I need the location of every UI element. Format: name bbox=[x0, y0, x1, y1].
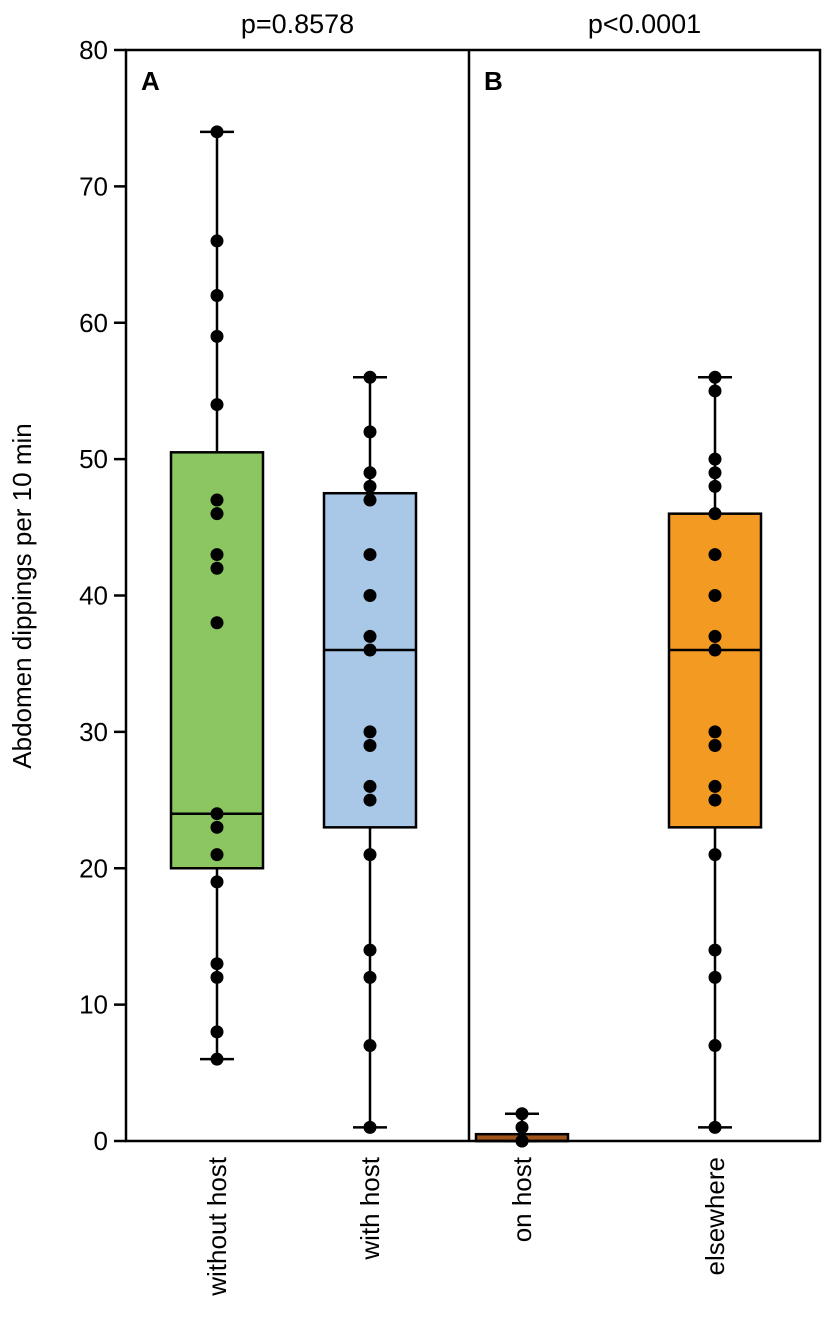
x-category-label: with host bbox=[355, 1156, 385, 1260]
data-point bbox=[210, 398, 224, 412]
data-point bbox=[363, 589, 377, 602]
data-point bbox=[210, 548, 224, 562]
data-point bbox=[210, 1025, 224, 1039]
data-point bbox=[210, 970, 224, 984]
data-point bbox=[210, 125, 224, 139]
y-tick-label: 40 bbox=[79, 581, 108, 611]
data-point bbox=[210, 875, 224, 889]
data-point bbox=[363, 548, 377, 562]
data-point bbox=[708, 739, 722, 753]
data-point bbox=[210, 807, 224, 821]
data-point bbox=[363, 466, 377, 480]
x-category-label: on host bbox=[507, 1156, 537, 1242]
panel-p-value: p<0.0001 bbox=[588, 9, 701, 39]
data-point bbox=[708, 848, 722, 862]
data-point bbox=[210, 493, 224, 507]
x-category-label: without host bbox=[202, 1156, 232, 1297]
data-point bbox=[708, 370, 722, 384]
data-point bbox=[515, 1120, 529, 1134]
data-point bbox=[708, 452, 722, 466]
data-point bbox=[708, 779, 722, 793]
y-tick-label: 10 bbox=[79, 990, 108, 1020]
y-tick-label: 20 bbox=[79, 853, 108, 883]
box bbox=[322, 491, 418, 829]
plot-area bbox=[124, 48, 822, 1148]
y-axis: 0 10 20 30 40 50 60 70 80 bbox=[79, 35, 126, 1156]
data-point bbox=[210, 288, 224, 302]
data-point bbox=[363, 739, 377, 753]
data-point bbox=[210, 820, 224, 834]
data-point bbox=[210, 1052, 224, 1066]
data-point bbox=[363, 425, 377, 439]
y-tick-label: 70 bbox=[79, 171, 108, 201]
y-tick-label: 60 bbox=[79, 308, 108, 338]
data-point bbox=[363, 370, 377, 384]
data-point bbox=[363, 479, 377, 493]
data-point bbox=[363, 629, 377, 643]
data-point bbox=[708, 793, 722, 807]
data-point bbox=[708, 970, 722, 984]
box bbox=[169, 451, 265, 870]
y-tick-label: 50 bbox=[79, 444, 108, 474]
data-point bbox=[210, 848, 224, 862]
panel-p-value: p=0.8578 bbox=[241, 9, 354, 39]
data-point bbox=[363, 725, 377, 739]
panel-letter: A bbox=[141, 66, 160, 96]
data-point bbox=[708, 943, 722, 957]
box-group bbox=[474, 1107, 570, 1148]
data-point bbox=[210, 616, 224, 630]
data-point bbox=[708, 1120, 722, 1134]
data-point bbox=[708, 479, 722, 493]
data-point bbox=[210, 234, 224, 248]
data-point bbox=[210, 507, 224, 521]
box-group bbox=[169, 125, 265, 1066]
data-point bbox=[708, 507, 722, 521]
data-point bbox=[363, 779, 377, 793]
data-point bbox=[363, 493, 377, 507]
x-category-label: elsewhere bbox=[700, 1157, 730, 1276]
data-point bbox=[363, 848, 377, 862]
box-group bbox=[667, 370, 763, 1134]
data-point bbox=[708, 725, 722, 739]
data-point bbox=[708, 466, 722, 480]
data-point bbox=[515, 1107, 529, 1121]
panel-letter: B bbox=[484, 66, 503, 96]
data-point bbox=[708, 589, 722, 602]
y-tick-label: 30 bbox=[79, 717, 108, 747]
data-point bbox=[210, 329, 224, 343]
x-axis-labels: without host with host on host elsewhere bbox=[202, 1156, 730, 1297]
data-point bbox=[515, 1134, 529, 1148]
y-tick-label: 0 bbox=[94, 1126, 108, 1156]
data-point bbox=[210, 957, 224, 971]
panel-annotations: p=0.8578 Ap<0.0001 B bbox=[141, 9, 701, 96]
data-point bbox=[363, 943, 377, 957]
data-point bbox=[708, 629, 722, 643]
data-point bbox=[708, 384, 722, 398]
data-point bbox=[708, 548, 722, 562]
data-point bbox=[708, 643, 722, 657]
box-group bbox=[322, 370, 418, 1134]
data-point bbox=[210, 561, 224, 575]
y-tick-label: 80 bbox=[79, 35, 108, 65]
data-point bbox=[363, 1039, 377, 1053]
data-point bbox=[363, 793, 377, 807]
y-axis-label: Abdomen dippings per 10 min bbox=[7, 423, 37, 768]
data-point bbox=[708, 1039, 722, 1053]
data-point bbox=[363, 1120, 377, 1134]
data-point bbox=[363, 643, 377, 657]
data-point bbox=[363, 970, 377, 984]
